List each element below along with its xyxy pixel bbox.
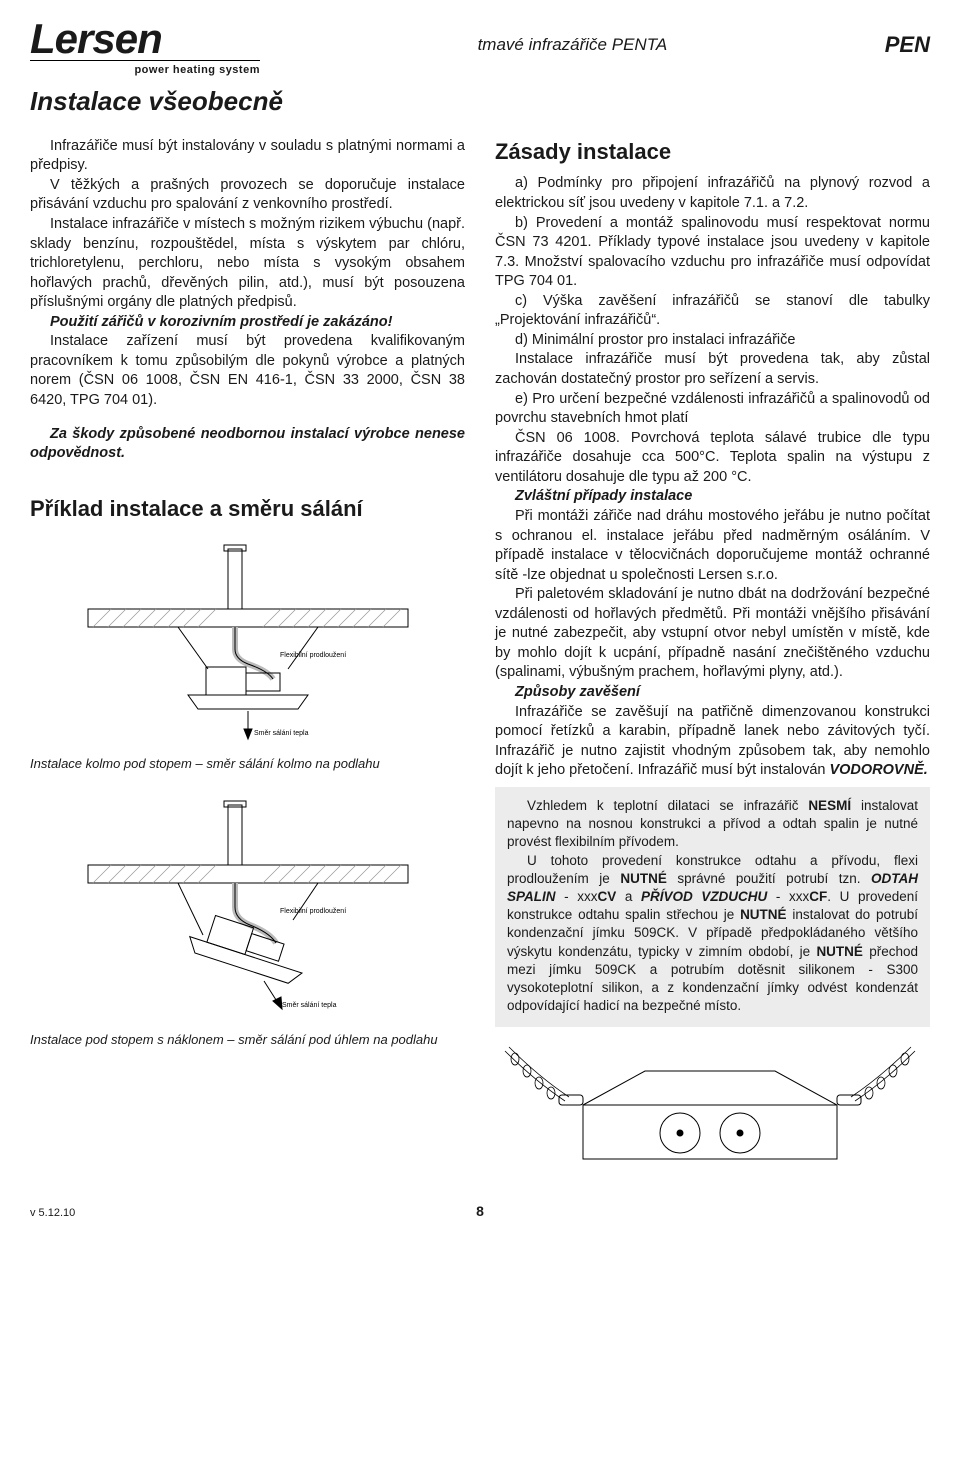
right-d2: Instalace infrazářiče musí být provedena… [495,350,930,389]
note-p1: Vzhledem k teplotní dilataci se infrazář… [507,797,918,852]
fig2-label-flex: Flexibilní prodloužení [280,908,346,915]
logo-tagline: power heating system [30,60,260,78]
right-c: c) Výška zavěšení infrazářičů se stanoví… [495,292,930,331]
content-columns: Infrazářiče musí být instalovány v soula… [30,137,930,1178]
right-a: a) Podmínky pro připojení infrazářičů na… [495,174,930,213]
left-p6-disclaimer: Za škody způsobené neodbornou instalací … [30,425,465,464]
principles-heading: Zásady instalace [495,137,930,167]
page-footer: v 5.12.10 8 [30,1202,930,1221]
left-column: Infrazářiče musí být instalovány v soula… [30,137,465,1178]
footer-version: v 5.12.10 [30,1206,330,1221]
left-p3: Instalace infrazářiče v místech s možným… [30,215,465,313]
right-column: Zásady instalace a) Podmínky pro připoje… [495,137,930,1178]
page-header: Lersen power heating system tmavé infraz… [30,20,930,78]
logo-block: Lersen power heating system [30,20,260,78]
right-sp1: Při montáži zářiče nad dráhu mostového j… [495,507,930,585]
example-install-heading: Příklad instalace a směru sálání [30,494,465,524]
figure-install-perpendicular: Flexibilní prodloužení Směr sálání tepla [68,539,428,749]
special-cases-heading: Zvláštní případy instalace [495,487,930,507]
logo-text: Lersen [30,20,260,58]
left-p4-warning: Použití zářičů v korozivním prostředí je… [30,313,465,333]
left-p1: Infrazářiče musí být instalovány v soula… [30,137,465,176]
page-title: Instalace všeobecně [30,84,930,119]
hang-horizontal: VODOROVNĚ. [829,762,927,778]
figure-hanging-cross-section [495,1041,925,1171]
fig1-label-dir: Směr sálání tepla [254,730,309,737]
footer-page-number: 8 [330,1202,630,1221]
right-e1: e) Pro určení bezpečné vzdálenosti infra… [495,390,930,429]
doc-code: PEN [885,30,930,60]
hanging-heading: Způsoby zavěšení [495,683,930,703]
left-p2: V těžkých a prašných provozech se doporu… [30,176,465,215]
doc-center-title: tmavé infrazářiče PENTA [478,34,668,57]
right-e2: ČSN 06 1008. Povrchová teplota sálavé tr… [495,429,930,488]
right-sp2: Při paletovém skladování je nutno dbát n… [495,585,930,683]
note-p2: U tohoto provedení konstrukce odtahu a p… [507,852,918,1016]
figure-install-angled: Flexibilní prodloužení Směr sálání tepla [68,795,428,1025]
right-d1: d) Minimální prostor pro instalaci infra… [495,331,930,351]
right-hang1: Infrazářiče se zavěšují na patřičně dime… [495,703,930,781]
left-p5: Instalace zařízení musí být provedena kv… [30,332,465,410]
fig1-caption: Instalace kolmo pod stopem – směr sálání… [30,755,465,773]
warning-note-box: Vzhledem k teplotní dilataci se infrazář… [495,787,930,1028]
fig2-label-dir: Směr sálání tepla [282,1002,337,1009]
fig2-caption: Instalace pod stopem s náklonem – směr s… [30,1031,465,1049]
right-b: b) Provedení a montáž spalinovodu musí r… [495,214,930,292]
fig1-label-flex: Flexibilní prodloužení [280,652,346,659]
